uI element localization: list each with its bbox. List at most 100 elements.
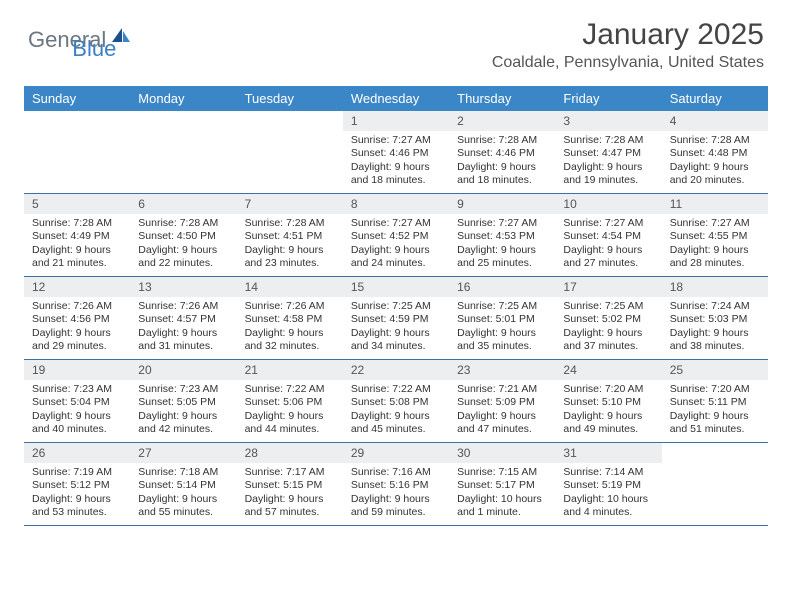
day-content: Sunrise: 7:26 AMSunset: 4:58 PMDaylight:…	[237, 297, 343, 358]
sunrise-text: Sunrise: 7:28 AM	[245, 217, 335, 230]
day-number: 21	[237, 360, 343, 380]
sunset-text: Sunset: 5:06 PM	[245, 396, 335, 409]
sunset-text: Sunset: 4:59 PM	[351, 313, 441, 326]
day-content: Sunrise: 7:17 AMSunset: 5:15 PMDaylight:…	[237, 463, 343, 524]
day-number	[130, 111, 236, 117]
logo-text-blue: Blue	[72, 36, 116, 62]
day-cell: 15 Sunrise: 7:25 AMSunset: 4:59 PMDayligh…	[343, 277, 449, 359]
sunset-text: Sunset: 5:17 PM	[457, 479, 547, 492]
day-cell	[24, 111, 130, 193]
day-header-sunday: Sunday	[24, 86, 130, 111]
day-cell: 11Sunrise: 7:27 AMSunset: 4:55 PMDayligh…	[662, 194, 768, 276]
day-number: 7	[237, 194, 343, 214]
day-cell: 17Sunrise: 7:25 AMSunset: 5:02 PMDayligh…	[555, 277, 661, 359]
logo: General Blue	[28, 18, 116, 62]
location-subtitle: Coaldale, Pennsylvania, United States	[492, 54, 764, 72]
day-cell	[130, 111, 236, 193]
day-cell: 8Sunrise: 7:27 AMSunset: 4:52 PMDaylight…	[343, 194, 449, 276]
day-content: Sunrise: 7:20 AMSunset: 5:11 PMDaylight:…	[662, 380, 768, 441]
sunrise-text: Sunrise: 7:27 AM	[563, 217, 653, 230]
sunrise-text: Sunrise: 7:20 AM	[670, 383, 760, 396]
daylight-text: Daylight: 9 hours and 18 minutes.	[351, 161, 441, 188]
sunset-text: Sunset: 4:46 PM	[351, 147, 441, 160]
day-number: 14	[237, 277, 343, 297]
sunset-text: Sunset: 4:46 PM	[457, 147, 547, 160]
day-number: 15	[343, 277, 449, 297]
sunset-text: Sunset: 4:51 PM	[245, 230, 335, 243]
daylight-text: Daylight: 9 hours and 34 minutes.	[351, 327, 441, 354]
daylight-text: Daylight: 9 hours and 55 minutes.	[138, 493, 228, 520]
day-content: Sunrise: 7:26 AMSunset: 4:56 PMDaylight:…	[24, 297, 130, 358]
week-row: 5Sunrise: 7:28 AMSunset: 4:49 PMDaylight…	[24, 194, 768, 277]
day-cell: 27Sunrise: 7:18 AMSunset: 5:14 PMDayligh…	[130, 443, 236, 525]
sunrise-text: Sunrise: 7:27 AM	[670, 217, 760, 230]
day-content: Sunrise: 7:27 AMSunset: 4:54 PMDaylight:…	[555, 214, 661, 275]
day-content: Sunrise: 7:26 AMSunset: 4:57 PMDaylight:…	[130, 297, 236, 358]
day-number: 28	[237, 443, 343, 463]
day-header-thursday: Thursday	[449, 86, 555, 111]
daylight-text: Daylight: 9 hours and 19 minutes.	[563, 161, 653, 188]
daylight-text: Daylight: 9 hours and 35 minutes.	[457, 327, 547, 354]
daylight-text: Daylight: 9 hours and 51 minutes.	[670, 410, 760, 437]
daylight-text: Daylight: 9 hours and 24 minutes.	[351, 244, 441, 271]
sunrise-text: Sunrise: 7:28 AM	[138, 217, 228, 230]
sunrise-text: Sunrise: 7:21 AM	[457, 383, 547, 396]
sunset-text: Sunset: 4:58 PM	[245, 313, 335, 326]
sunrise-text: Sunrise: 7:23 AM	[138, 383, 228, 396]
calendar: Sunday Monday Tuesday Wednesday Thursday…	[0, 80, 792, 526]
day-cell: 23Sunrise: 7:21 AMSunset: 5:09 PMDayligh…	[449, 360, 555, 442]
day-content: Sunrise: 7:24 AMSunset: 5:03 PMDaylight:…	[662, 297, 768, 358]
sunrise-text: Sunrise: 7:14 AM	[563, 466, 653, 479]
title-block: January 2025 Coaldale, Pennsylvania, Uni…	[492, 18, 764, 72]
sunset-text: Sunset: 4:50 PM	[138, 230, 228, 243]
week-row: 12Sunrise: 7:26 AMSunset: 4:56 PMDayligh…	[24, 277, 768, 360]
day-cell	[237, 111, 343, 193]
day-content: Sunrise: 7:15 AMSunset: 5:17 PMDaylight:…	[449, 463, 555, 524]
sunrise-text: Sunrise: 7:26 AM	[32, 300, 122, 313]
sunset-text: Sunset: 4:52 PM	[351, 230, 441, 243]
day-cell: 30Sunrise: 7:15 AMSunset: 5:17 PMDayligh…	[449, 443, 555, 525]
day-header-tuesday: Tuesday	[237, 86, 343, 111]
daylight-text: Daylight: 9 hours and 42 minutes.	[138, 410, 228, 437]
sunrise-text: Sunrise: 7:15 AM	[457, 466, 547, 479]
week-row: 19Sunrise: 7:23 AMSunset: 5:04 PMDayligh…	[24, 360, 768, 443]
day-number: 20	[130, 360, 236, 380]
sunset-text: Sunset: 5:01 PM	[457, 313, 547, 326]
day-content: Sunrise: 7:28 AMSunset: 4:49 PMDaylight:…	[24, 214, 130, 275]
day-content: Sunrise: 7:20 AMSunset: 5:10 PMDaylight:…	[555, 380, 661, 441]
day-cell: 28Sunrise: 7:17 AMSunset: 5:15 PMDayligh…	[237, 443, 343, 525]
sunrise-text: Sunrise: 7:16 AM	[351, 466, 441, 479]
sunset-text: Sunset: 5:02 PM	[563, 313, 653, 326]
day-number: 31	[555, 443, 661, 463]
sunset-text: Sunset: 5:12 PM	[32, 479, 122, 492]
sunset-text: Sunset: 5:15 PM	[245, 479, 335, 492]
day-cell: 19Sunrise: 7:23 AMSunset: 5:04 PMDayligh…	[24, 360, 130, 442]
sunset-text: Sunset: 5:14 PM	[138, 479, 228, 492]
sunrise-text: Sunrise: 7:17 AM	[245, 466, 335, 479]
day-number: 8	[343, 194, 449, 214]
day-cell: 4Sunrise: 7:28 AMSunset: 4:48 PMDaylight…	[662, 111, 768, 193]
day-number: 26	[24, 443, 130, 463]
sunrise-text: Sunrise: 7:25 AM	[351, 300, 441, 313]
day-number: 11	[662, 194, 768, 214]
sunrise-text: Sunrise: 7:28 AM	[32, 217, 122, 230]
day-content: Sunrise: 7:22 AMSunset: 5:08 PMDaylight:…	[343, 380, 449, 441]
day-cell: 22Sunrise: 7:22 AMSunset: 5:08 PMDayligh…	[343, 360, 449, 442]
daylight-text: Daylight: 9 hours and 53 minutes.	[32, 493, 122, 520]
day-content: Sunrise: 7:28 AMSunset: 4:47 PMDaylight:…	[555, 131, 661, 192]
day-content: Sunrise: 7:28 AMSunset: 4:46 PMDaylight:…	[449, 131, 555, 192]
sunset-text: Sunset: 4:56 PM	[32, 313, 122, 326]
weeks-container: 1Sunrise: 7:27 AMSunset: 4:46 PMDaylight…	[24, 111, 768, 526]
sunrise-text: Sunrise: 7:27 AM	[351, 134, 441, 147]
sunrise-text: Sunrise: 7:20 AM	[563, 383, 653, 396]
sunrise-text: Sunrise: 7:28 AM	[670, 134, 760, 147]
day-cell: 13Sunrise: 7:26 AMSunset: 4:57 PMDayligh…	[130, 277, 236, 359]
page-title: January 2025	[492, 18, 764, 52]
day-number: 3	[555, 111, 661, 131]
day-cell: 10Sunrise: 7:27 AMSunset: 4:54 PMDayligh…	[555, 194, 661, 276]
sunrise-text: Sunrise: 7:28 AM	[457, 134, 547, 147]
day-cell: 25Sunrise: 7:20 AMSunset: 5:11 PMDayligh…	[662, 360, 768, 442]
day-cell: 14Sunrise: 7:26 AMSunset: 4:58 PMDayligh…	[237, 277, 343, 359]
day-number: 27	[130, 443, 236, 463]
day-number	[24, 111, 130, 117]
